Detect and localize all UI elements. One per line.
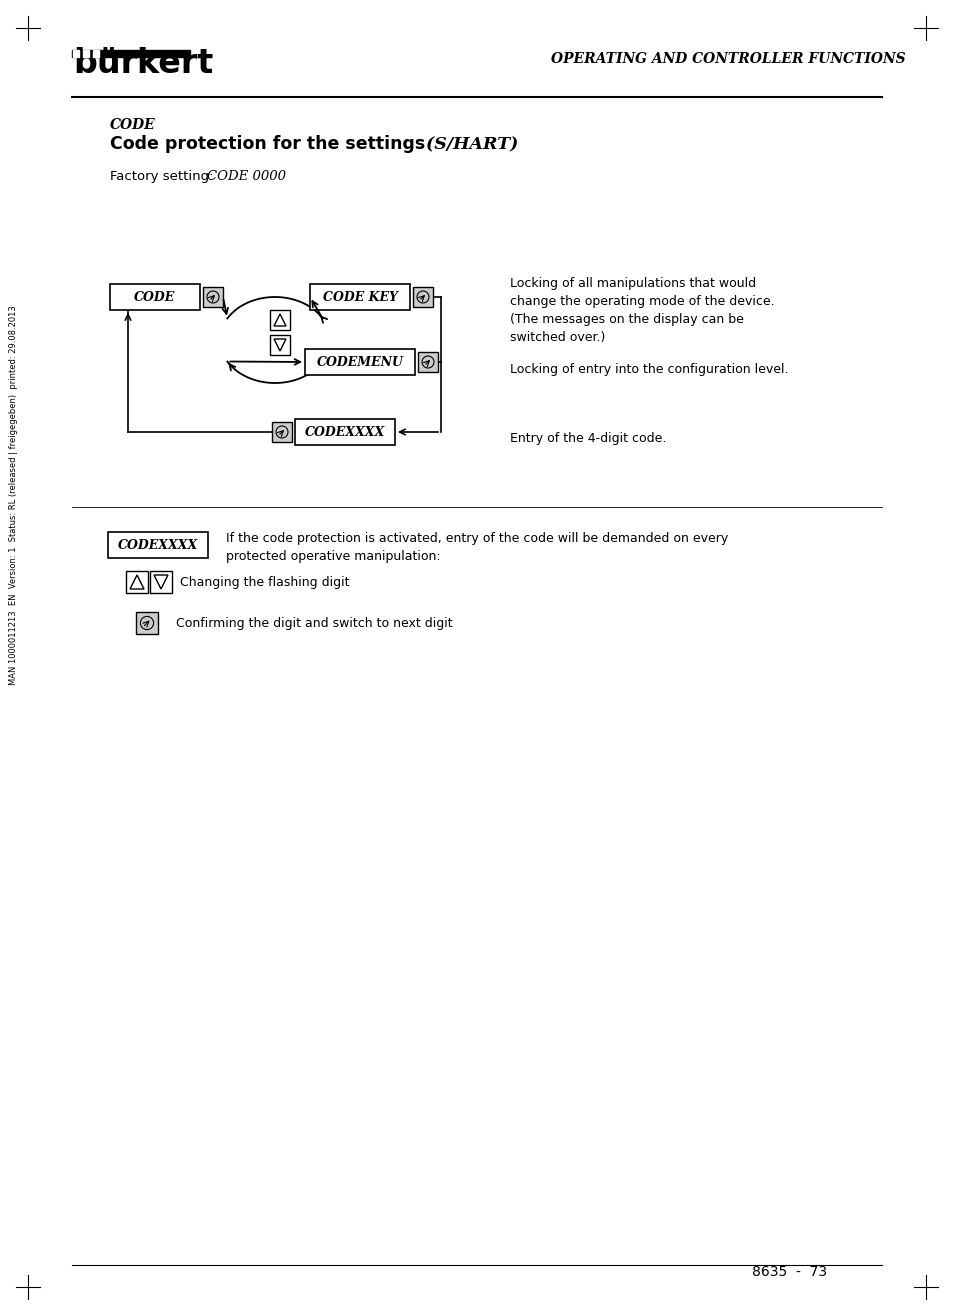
Text: CODEMENU: CODEMENU — [316, 355, 403, 368]
Bar — [71, 50, 190, 57]
Bar — [270, 310, 290, 330]
Text: OPERATING AND CONTROLLER FUNCTIONS: OPERATING AND CONTROLLER FUNCTIONS — [550, 53, 904, 66]
Text: CODEXXXX: CODEXXXX — [305, 426, 385, 438]
Bar — [305, 348, 415, 375]
Text: CODEXXXX: CODEXXXX — [118, 539, 198, 551]
Text: CODE 0000: CODE 0000 — [207, 170, 286, 183]
Bar — [110, 284, 200, 310]
Text: If the code protection is activated, entry of the code will be demanded on every: If the code protection is activated, ent… — [226, 533, 727, 563]
Text: CODE KEY: CODE KEY — [322, 291, 397, 304]
Bar — [203, 287, 223, 306]
Text: 8635  -  73: 8635 - 73 — [752, 1265, 826, 1279]
Bar — [270, 335, 290, 355]
Bar — [73, 50, 79, 57]
Text: bürkert: bürkert — [73, 46, 213, 79]
Bar — [83, 50, 89, 57]
Text: CODE: CODE — [134, 291, 175, 304]
Bar — [272, 422, 292, 442]
Text: Locking of entry into the configuration level.: Locking of entry into the configuration … — [510, 363, 788, 376]
Text: (S/HART): (S/HART) — [419, 135, 517, 153]
Text: Entry of the 4-digit code.: Entry of the 4-digit code. — [510, 433, 666, 444]
Bar — [92, 50, 99, 57]
Bar — [108, 533, 208, 558]
Bar — [126, 571, 148, 593]
Text: Locking of all manipulations that would
change the operating mode of the device.: Locking of all manipulations that would … — [510, 277, 774, 345]
Text: Changing the flashing digit: Changing the flashing digit — [180, 576, 349, 589]
Text: Confirming the digit and switch to next digit: Confirming the digit and switch to next … — [175, 617, 452, 630]
Text: MAN 1000011213  EN  Version: 1  Status: RL (released | freigegeben)  printed: 29: MAN 1000011213 EN Version: 1 Status: RL … — [10, 305, 18, 685]
Bar — [310, 284, 410, 310]
Text: Factory setting:: Factory setting: — [110, 170, 217, 183]
Text: CODE: CODE — [110, 118, 155, 132]
Text: Code protection for the settings: Code protection for the settings — [110, 135, 425, 153]
Bar — [294, 419, 395, 444]
Bar — [413, 287, 433, 306]
Bar — [417, 352, 437, 372]
Bar — [136, 611, 158, 634]
Bar — [150, 571, 172, 593]
